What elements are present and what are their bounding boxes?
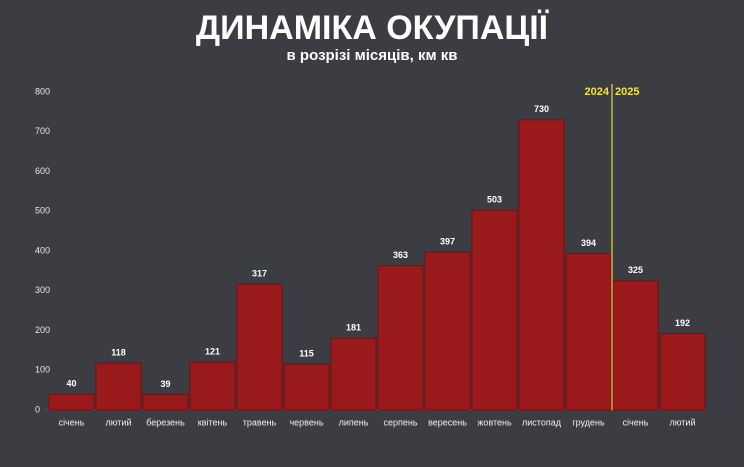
y-tick-label: 0 (35, 404, 40, 414)
x-tick-label: січень (59, 417, 85, 427)
y-tick-label: 500 (35, 206, 50, 216)
value-label: 397 (440, 237, 455, 247)
y-tick-label: 300 (35, 285, 50, 295)
value-label: 181 (346, 322, 361, 332)
bar (471, 209, 518, 411)
chart-title: ДИНАМІКА ОКУПАЦІЇ (196, 9, 550, 47)
x-tick-label: лютий (106, 417, 132, 427)
value-label: 40 (66, 378, 76, 388)
x-tick-label: серпень (383, 417, 417, 427)
bar (48, 393, 95, 411)
value-label: 730 (534, 104, 549, 114)
chart-subtitle: в розрізі місяців, км кв (287, 47, 458, 64)
bar (518, 119, 565, 411)
value-label: 115 (299, 349, 314, 359)
bar (424, 251, 471, 411)
value-label: 121 (205, 346, 220, 356)
x-tick-label: травень (243, 417, 277, 427)
x-tick-label: вересень (428, 417, 467, 427)
bar (283, 363, 330, 411)
x-tick-label: березень (146, 417, 185, 427)
x-tick-label: червень (289, 417, 323, 427)
bar (236, 283, 283, 411)
bar (612, 280, 659, 411)
y-tick-label: 700 (35, 126, 50, 136)
x-tick-label: листопад (522, 417, 562, 427)
y-tick-label: 400 (35, 245, 50, 255)
value-label: 192 (675, 318, 690, 328)
bar (330, 337, 377, 411)
x-tick-label: квітень (198, 417, 228, 427)
value-label: 394 (581, 238, 596, 248)
bar (142, 393, 189, 411)
annotation: 2024 (585, 86, 610, 98)
x-tick-label: липень (339, 417, 369, 427)
x-tick-label: лютий (670, 417, 696, 427)
x-tick-label: жовтень (477, 417, 512, 427)
value-label: 503 (487, 194, 502, 204)
value-label: 325 (628, 265, 643, 275)
bar (189, 361, 236, 411)
bar (95, 362, 142, 411)
value-label: 317 (252, 268, 267, 278)
y-tick-label: 100 (35, 365, 50, 375)
x-tick-label: січень (623, 417, 649, 427)
annotation: 2025 (615, 86, 639, 98)
value-label: 118 (111, 347, 126, 357)
bar (659, 333, 706, 411)
bar (377, 265, 424, 411)
x-tick-label: грудень (572, 417, 605, 427)
value-label: 39 (160, 379, 170, 389)
y-tick-label: 800 (35, 86, 50, 96)
y-tick-label: 200 (35, 325, 50, 335)
bar (565, 252, 612, 411)
y-tick-label: 600 (35, 166, 50, 176)
value-label: 363 (393, 250, 408, 260)
